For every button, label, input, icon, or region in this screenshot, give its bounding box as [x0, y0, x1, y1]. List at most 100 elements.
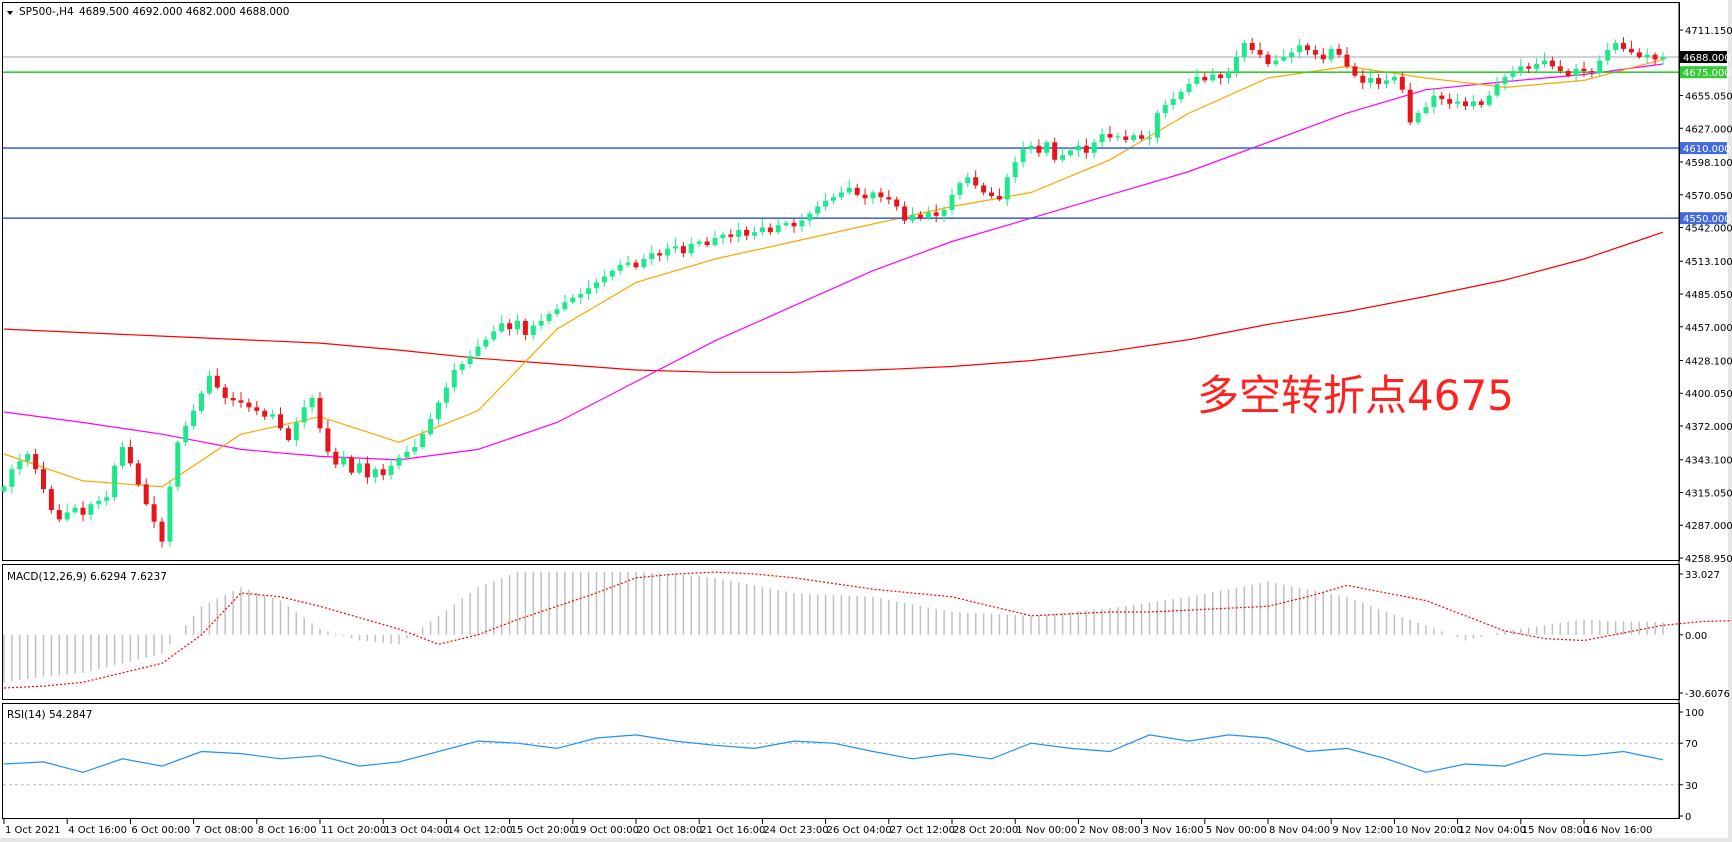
candle-body: [1652, 54, 1658, 60]
candle: [309, 394, 315, 413]
candle-body: [870, 192, 876, 199]
candle-body: [112, 465, 118, 498]
candle-body: [33, 454, 39, 470]
candle-body: [1289, 52, 1295, 58]
macd-tick-label: -30.6076: [1685, 689, 1730, 700]
rsi-tick-label: 0: [1685, 812, 1691, 823]
candle-body: [104, 497, 110, 501]
candle: [206, 370, 212, 396]
candle: [1526, 62, 1532, 74]
candle-body: [1131, 135, 1137, 140]
candle: [1352, 62, 1358, 78]
candle-body: [1115, 136, 1121, 138]
candle: [1241, 40, 1247, 62]
candle: [1052, 137, 1058, 163]
candle-body: [451, 369, 457, 388]
price-tick-label: 4428.100: [1685, 356, 1732, 367]
candle-body: [120, 447, 125, 466]
price-tick-label: 4400.050: [1685, 389, 1732, 400]
candle: [1312, 45, 1318, 60]
candle-body: [949, 194, 955, 210]
candle-body: [238, 400, 244, 403]
candle: [254, 400, 260, 415]
candle: [1415, 110, 1421, 125]
macd-plot: [3, 571, 1732, 689]
candle: [1305, 43, 1310, 56]
candle-body: [767, 227, 773, 233]
candle: [1391, 74, 1397, 85]
candle: [1557, 59, 1563, 74]
candle-body: [80, 507, 86, 515]
candle-body: [1344, 54, 1350, 67]
price-label-level: 4550.000: [1683, 214, 1731, 225]
candle: [1186, 78, 1192, 96]
candle: [1170, 91, 1176, 110]
candle: [1194, 68, 1200, 87]
ohlc-readout: 4689.500 4692.000 4682.000 4688.000: [79, 6, 289, 18]
candle: [1336, 43, 1342, 58]
candle: [214, 368, 220, 390]
candle: [1628, 40, 1634, 55]
candle: [222, 383, 228, 405]
time-tick-label: 26 Oct 04:00: [827, 825, 892, 836]
candle: [704, 236, 710, 248]
candle: [404, 445, 410, 462]
candle-body: [222, 387, 228, 398]
candle: [1652, 52, 1658, 66]
candle-body: [9, 469, 15, 487]
candle: [1565, 68, 1571, 78]
candle: [957, 180, 963, 200]
time-tick-label: 8 Nov 04:00: [1269, 825, 1330, 836]
candle: [1131, 132, 1137, 143]
candle-body: [633, 262, 639, 268]
time-tick-label: 1 Oct 2021: [5, 825, 60, 836]
candle: [1581, 61, 1587, 77]
time-tick-label: 27 Oct 12:00: [890, 825, 955, 836]
candle-body: [388, 465, 394, 476]
candle: [1573, 64, 1579, 83]
candle-body: [325, 428, 331, 452]
candle-body: [499, 323, 505, 332]
candle: [530, 320, 536, 340]
time-tick-label: 9 Nov 12:00: [1332, 825, 1393, 836]
candle: [80, 501, 86, 522]
price-tick-label: 4343.100: [1685, 456, 1732, 467]
candle-body: [206, 375, 212, 394]
candle-body: [1628, 48, 1634, 53]
candle: [467, 350, 473, 369]
candle: [712, 231, 718, 247]
candle: [1534, 58, 1540, 73]
candle: [657, 249, 663, 262]
candle-body: [127, 447, 133, 464]
candle-body: [1139, 135, 1145, 139]
time-tick-label: 20 Oct 08:00: [637, 825, 702, 836]
candle-body: [554, 309, 560, 314]
candle: [578, 288, 584, 304]
candle-body: [1431, 95, 1437, 108]
candle-body: [1439, 95, 1445, 100]
candle-body: [704, 241, 710, 246]
candle: [696, 239, 702, 247]
candle-body: [151, 504, 157, 522]
candle-body: [214, 375, 220, 388]
candle-body: [1265, 54, 1271, 65]
candle: [56, 504, 62, 523]
candle: [1004, 173, 1010, 206]
candle: [910, 207, 915, 224]
candle-body: [538, 320, 544, 326]
rsi-tick-label: 70: [1685, 739, 1698, 750]
dropdown-triangle-icon[interactable]: [7, 11, 13, 15]
candle: [989, 187, 994, 199]
candle: [665, 242, 671, 261]
candle-body: [301, 407, 307, 423]
candle: [1265, 51, 1271, 67]
candle-body: [364, 463, 370, 478]
candle: [831, 193, 836, 205]
candle-body: [807, 213, 813, 221]
candle-body: [989, 192, 994, 196]
candle-body: [736, 229, 742, 237]
price-tick-label: 4287.000: [1685, 521, 1732, 532]
candle-body: [1502, 76, 1508, 84]
